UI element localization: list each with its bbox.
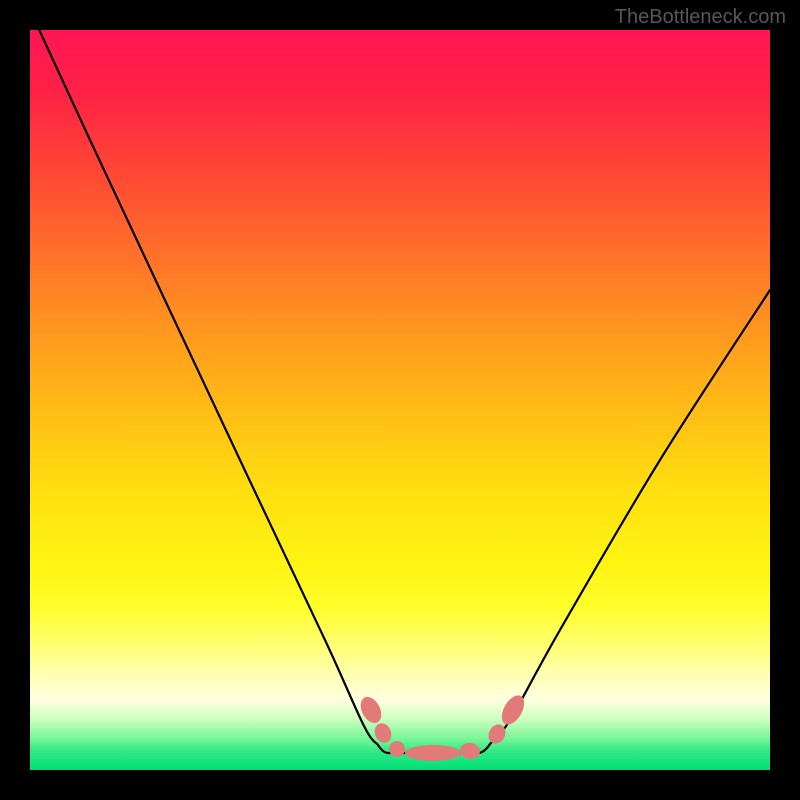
plot-area [30,30,770,770]
bottleneck-chart [0,0,800,800]
marker-point [405,745,461,761]
watermark-text: TheBottleneck.com [615,6,786,29]
marker-point [389,741,405,757]
